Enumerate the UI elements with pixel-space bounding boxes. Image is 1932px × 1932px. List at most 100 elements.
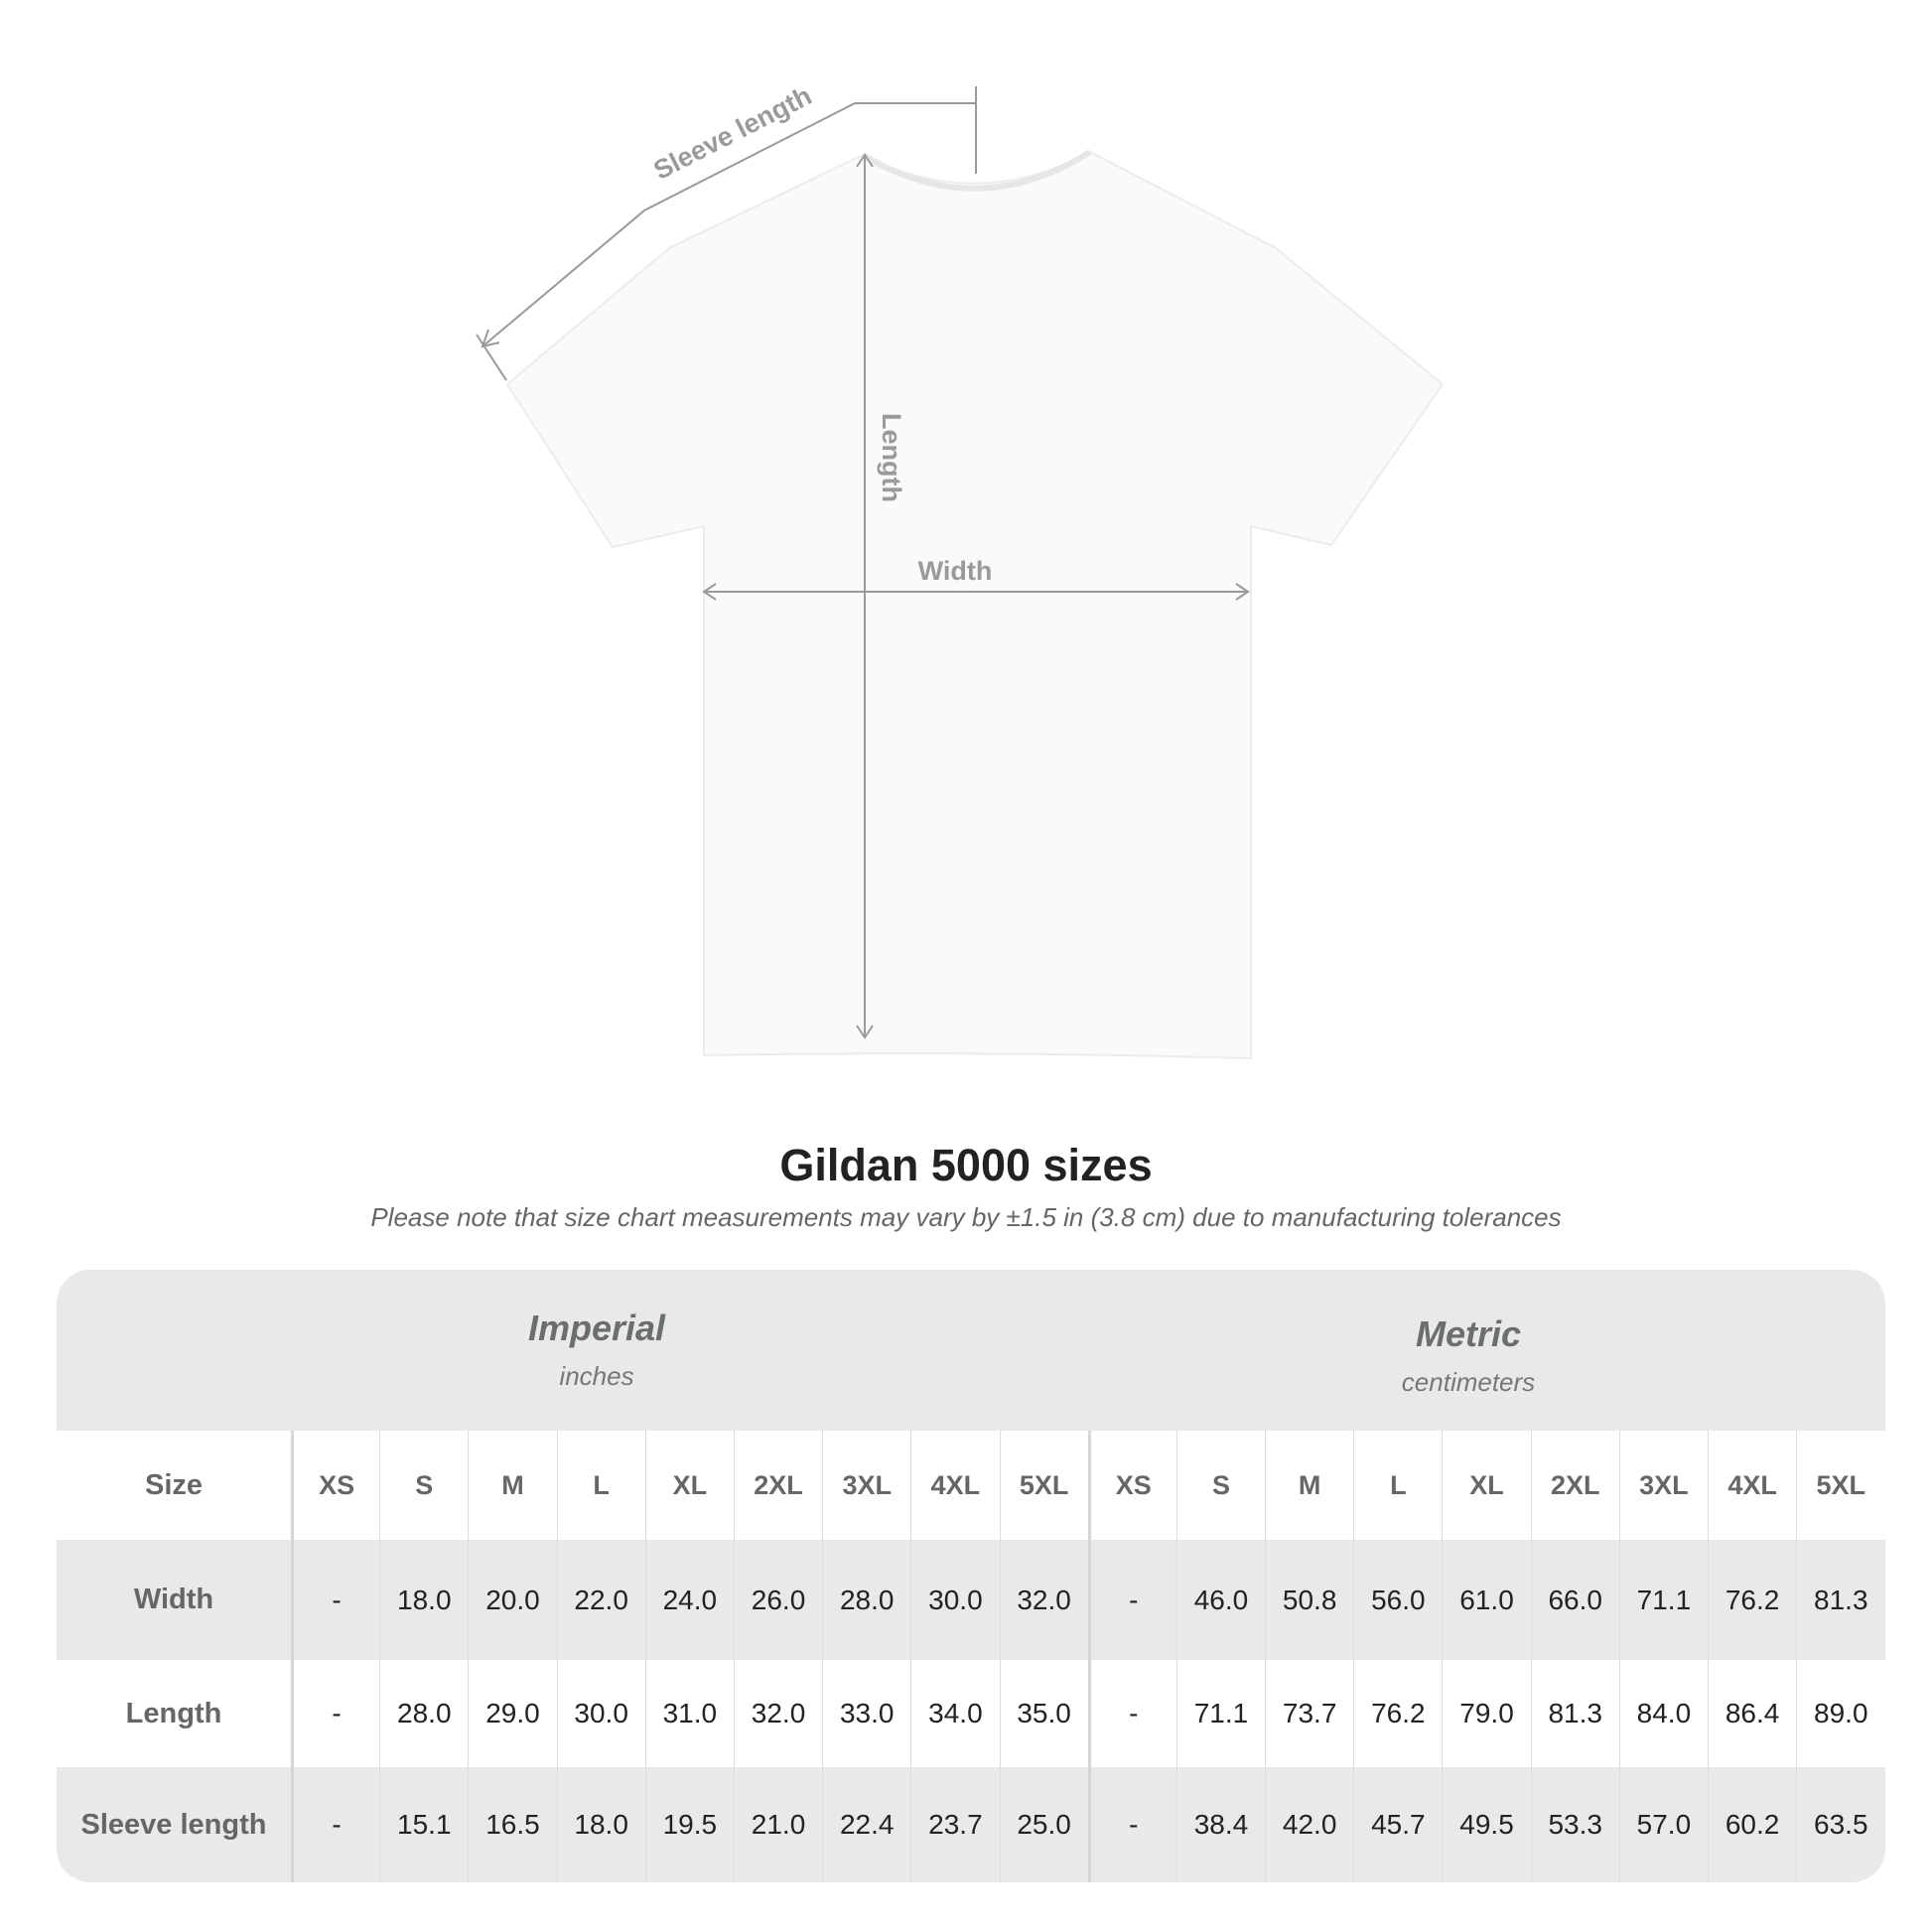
table-cell: 45.7 (1353, 1767, 1442, 1882)
size-header-row: Size XS S M L XL 2XL 3XL 4XL 5XL XS S M L XL 2XL 3XL 4XL 5… (57, 1431, 1885, 1540)
table-cell: 63.5 (1796, 1767, 1884, 1882)
table-cell: 32.0 (733, 1660, 822, 1767)
table-cell: - (291, 1660, 379, 1767)
table-cell: 81.3 (1796, 1540, 1884, 1660)
row-band (57, 1540, 1885, 1660)
table-cell: 34.0 (910, 1660, 999, 1767)
table-cell: - (1087, 1767, 1176, 1882)
table-cell: 30.0 (910, 1540, 999, 1660)
row-label: Width (133, 1584, 214, 1615)
row-label: Sleeve length (80, 1808, 267, 1841)
table-cell: 25.0 (999, 1767, 1088, 1882)
table-row: Sleeve length -15.1 16.5 18.0 19.5 21.0 22.4 23… (57, 1767, 1885, 1882)
length-arrow-bottom-icon (856, 1025, 874, 1039)
table-cell: 79.0 (1442, 1660, 1530, 1767)
size-header-cell: 5XL (999, 1431, 1088, 1540)
size-header-cell: 3XL (1618, 1431, 1708, 1540)
size-header-cell: XL (1442, 1431, 1530, 1540)
tshirt-collar (861, 149, 1092, 192)
row-label: Length (125, 1697, 222, 1729)
table-cell: 76.2 (1353, 1660, 1442, 1767)
table-cell: - (291, 1767, 379, 1882)
table-row: Length -28.0 29.0 30.0 31.0 32.0 33.0 34.0 35.0-… (57, 1660, 1885, 1767)
table-cell: 24.0 (644, 1540, 734, 1660)
table-cell: 81.3 (1530, 1660, 1619, 1767)
table-cell: 28.0 (379, 1660, 468, 1767)
table-cell: 86.4 (1708, 1660, 1796, 1767)
unit-header-band (57, 1270, 1885, 1431)
table-cell: 61.0 (1442, 1540, 1530, 1660)
width-arrow-right-icon (1235, 583, 1250, 601)
row-band (57, 1767, 1885, 1882)
table-cell: 42.0 (1265, 1767, 1353, 1882)
imperial-header: Imperial inches (299, 1308, 895, 1392)
page-title: Gildan 5000 sizes (779, 1140, 1153, 1190)
size-header-cell: 2XL (733, 1431, 822, 1540)
width-arrow-left-icon (702, 583, 717, 601)
sleeve-arrow-icon (481, 329, 500, 348)
table-cell: 73.7 (1265, 1660, 1353, 1767)
table-cell: 16.5 (468, 1767, 556, 1882)
table-cell: 35.0 (999, 1660, 1088, 1767)
table-cell: 89.0 (1796, 1660, 1884, 1767)
table-cell: 20.0 (468, 1540, 556, 1660)
table-cell: 22.0 (556, 1540, 645, 1660)
size-header-cell: L (556, 1431, 645, 1540)
tolerance-note: Please note that size chart measurements… (370, 1202, 1562, 1232)
table-cell: 76.2 (1708, 1540, 1796, 1660)
size-header-cell: S (379, 1431, 468, 1540)
size-header-cell: L (1353, 1431, 1442, 1540)
table-cell: 53.3 (1530, 1767, 1619, 1882)
row-label: Size (144, 1468, 204, 1501)
table-cell: 18.0 (556, 1767, 645, 1882)
size-header-cell: 4XL (1708, 1431, 1796, 1540)
size-table: Imperial inches Metric centimeters Size X… (57, 1270, 1885, 1882)
size-header-cell: XL (644, 1431, 734, 1540)
table-cell: 71.1 (1175, 1660, 1265, 1767)
table-cell: 26.0 (733, 1540, 822, 1660)
table-cell: 71.1 (1618, 1540, 1708, 1660)
size-header-cell: M (468, 1431, 556, 1540)
table-cell: 30.0 (556, 1660, 645, 1767)
metric-unit: centimeters (1401, 1367, 1536, 1397)
table-cell: - (1087, 1660, 1176, 1767)
table-cell: 38.4 (1175, 1767, 1265, 1882)
width-label: Width (918, 556, 993, 586)
table-cell: 33.0 (822, 1660, 910, 1767)
table-cell: 18.0 (379, 1540, 468, 1660)
table-cell: 29.0 (468, 1660, 556, 1767)
metric-title: Metric (1415, 1313, 1522, 1354)
table-cell: 60.2 (1708, 1767, 1796, 1882)
table-cell: 84.0 (1618, 1660, 1708, 1767)
table-cell: 46.0 (1175, 1540, 1265, 1660)
table-cell: 15.1 (379, 1767, 468, 1882)
sleeve-length-tick-left (476, 334, 507, 381)
table-cell: 66.0 (1530, 1540, 1619, 1660)
tshirt-shape (505, 150, 1445, 1060)
size-header-cell: 2XL (1530, 1431, 1619, 1540)
table-cell: 32.0 (999, 1540, 1088, 1660)
table-cell: 57.0 (1618, 1767, 1708, 1882)
table-row: Width -18.0 20.0 22.0 24.0 26.0 28.0 30.0 32.0-4… (57, 1540, 1885, 1660)
size-header-cell: XS (291, 1431, 379, 1540)
imperial-title: Imperial (527, 1308, 666, 1348)
table-cell: 19.5 (644, 1767, 734, 1882)
length-arrow-top-icon (856, 153, 874, 168)
table-cell: 56.0 (1353, 1540, 1442, 1660)
length-label: Length (877, 413, 906, 502)
metric-header: Metric centimeters (1171, 1313, 1766, 1398)
tshirt-diagram: Sleeve length Length Width (476, 80, 1445, 1060)
table-cell: 23.7 (910, 1767, 999, 1882)
sleeve-length-line (482, 102, 976, 347)
table-cell: 28.0 (822, 1540, 910, 1660)
table-cell: 21.0 (733, 1767, 822, 1882)
table-cell: - (291, 1540, 379, 1660)
size-header-cell: M (1265, 1431, 1353, 1540)
table-cell: 22.4 (822, 1767, 910, 1882)
table-cell: 49.5 (1442, 1767, 1530, 1882)
size-header-cell: 3XL (822, 1431, 910, 1540)
sleeve-length-label: Sleeve length (649, 80, 817, 186)
table-cell: 31.0 (644, 1660, 734, 1767)
size-header-cell: S (1175, 1431, 1265, 1540)
size-header-cell: 5XL (1796, 1431, 1884, 1540)
